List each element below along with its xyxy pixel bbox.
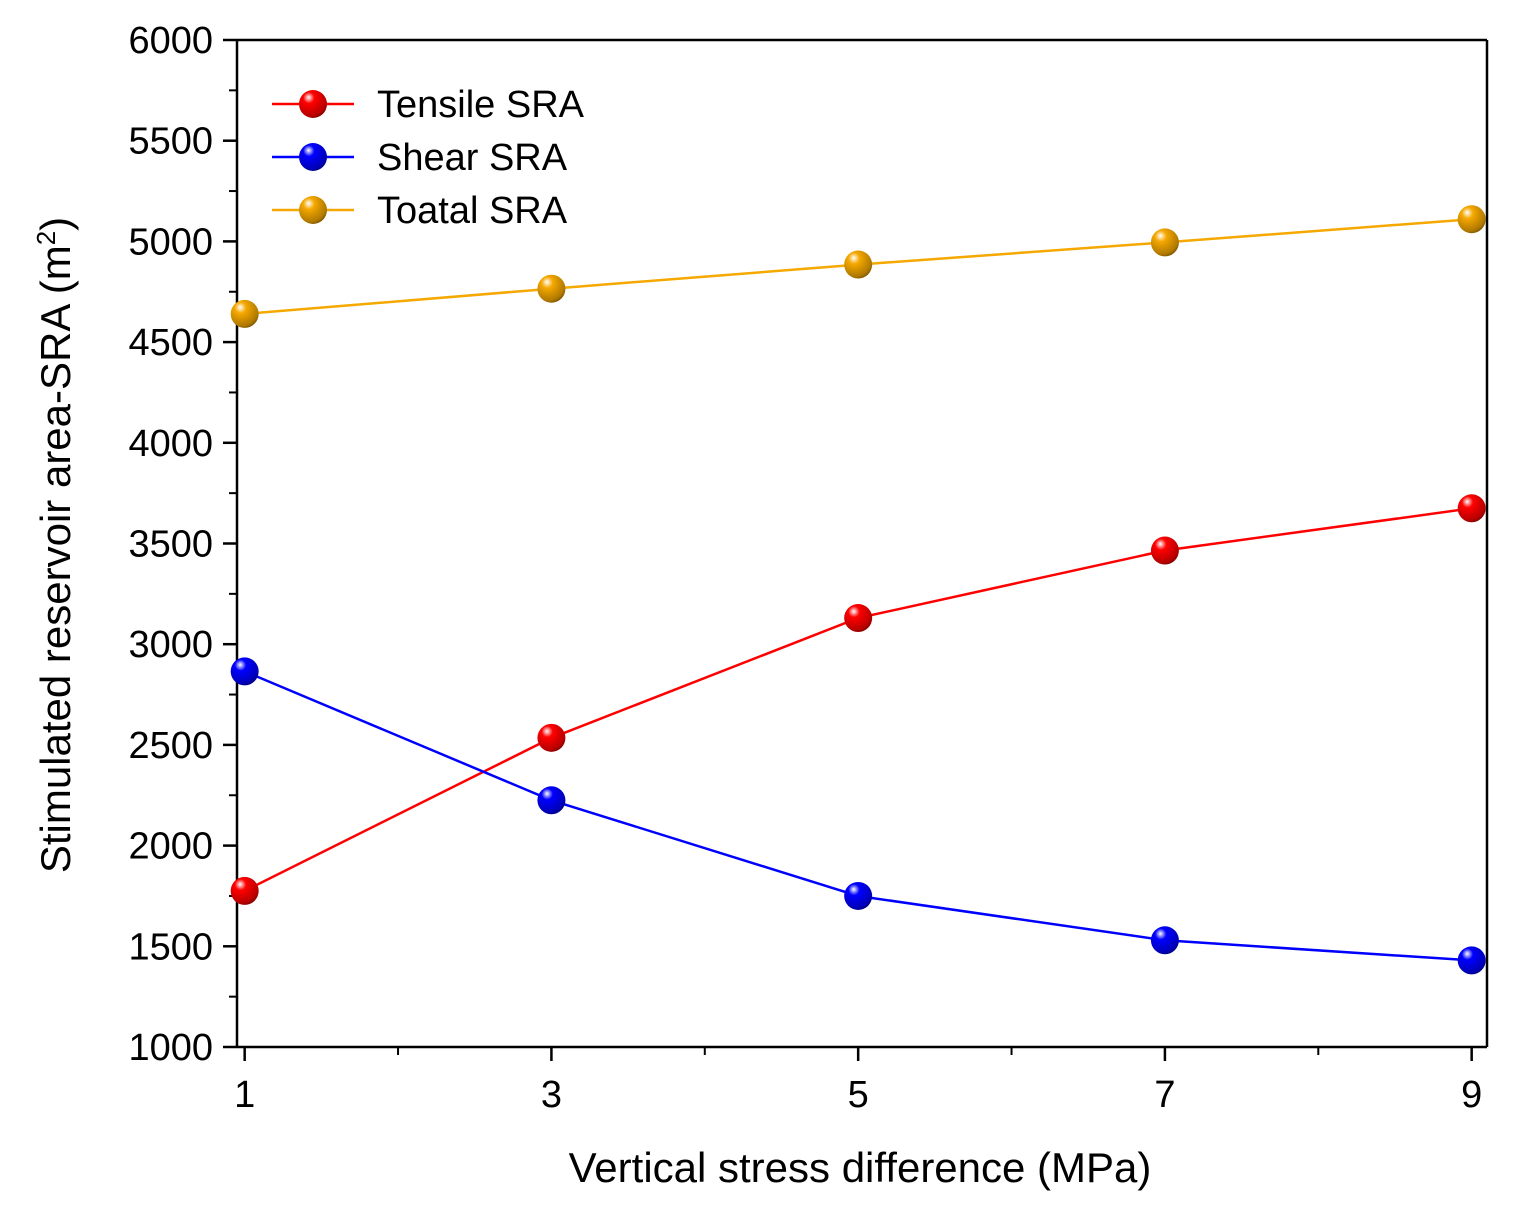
y-tick-label: 2000 [128, 826, 213, 868]
data-point-tensile-sra [1457, 494, 1486, 523]
data-point-shear-sra [1457, 946, 1486, 975]
x-tick-label: 5 [848, 1074, 869, 1116]
y-tick-label: 1500 [128, 926, 213, 968]
legend-marker-shear-sra [299, 143, 327, 171]
legend-label-tensile-sra: Tensile SRA [377, 84, 585, 126]
y-axis-title-superscript: 2 [31, 231, 61, 245]
y-tick-label: 5000 [128, 221, 213, 263]
data-point-tensile-sra [844, 604, 873, 633]
data-point-toatal-sra [537, 274, 566, 303]
x-tick-label: 9 [1461, 1074, 1482, 1116]
y-axis-title-close: ) [32, 217, 79, 231]
series-line-shear-sra [244, 670, 1472, 962]
legend-label-toatal-sra: Toatal SRA [377, 190, 568, 232]
data-point-toatal-sra [230, 299, 259, 328]
legend-marker-tensile-sra [299, 90, 327, 118]
data-point-shear-sra [1150, 926, 1179, 955]
y-tick-label: 3000 [128, 624, 213, 666]
legend-marker-toatal-sra [299, 196, 327, 224]
x-tick-label: 7 [1154, 1074, 1175, 1116]
y-tick-label: 6000 [128, 20, 213, 62]
data-point-tensile-sra [230, 876, 259, 905]
x-tick-label: 3 [541, 1074, 562, 1116]
data-point-toatal-sra [1150, 228, 1179, 257]
y-axis-title-main: Stimulated reservoir area-SRA (m [32, 245, 79, 873]
data-point-shear-sra [230, 657, 259, 686]
data-point-toatal-sra [1457, 205, 1486, 234]
data-point-shear-sra [537, 786, 566, 815]
x-tick-label: 1 [234, 1074, 255, 1116]
y-tick-label: 3500 [128, 524, 213, 566]
y-tick-label: 2500 [128, 725, 213, 767]
y-tick-label: 5500 [128, 121, 213, 163]
y-tick-label: 4000 [128, 423, 213, 465]
y-tick-label: 1000 [128, 1027, 213, 1069]
data-point-tensile-sra [1150, 536, 1179, 565]
y-axis-title: Stimulated reservoir area-SRA (m2) [31, 217, 79, 873]
data-point-shear-sra [844, 881, 873, 910]
y-tick-label: 4500 [128, 322, 213, 364]
data-point-tensile-sra [537, 723, 566, 752]
data-point-toatal-sra [844, 250, 873, 279]
x-axis-title: Vertical stress difference (MPa) [569, 1144, 1152, 1191]
legend-label-shear-sra: Shear SRA [377, 137, 568, 179]
series-line-tensile-sra [244, 507, 1472, 893]
